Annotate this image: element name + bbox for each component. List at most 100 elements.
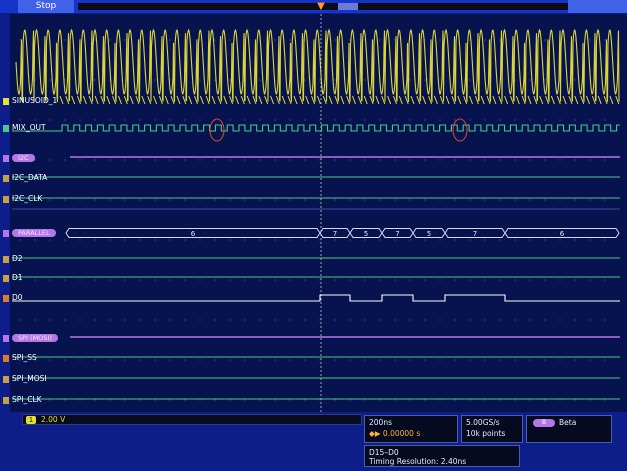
graticule-dot: [199, 239, 201, 241]
channel-label-mix-out[interactable]: MIX_OUT: [3, 123, 46, 133]
graticule-dot: [454, 159, 456, 161]
graticule-dot: [229, 39, 231, 41]
graticule-dot: [229, 119, 231, 121]
analog-waveform-lower-edges: [59, 95, 620, 105]
graticule-dot: [214, 39, 216, 41]
graticule-dot: [394, 319, 396, 321]
graticule-dot: [199, 279, 201, 281]
graticule-dot: [544, 319, 546, 321]
horizontal-readout[interactable]: 200ns ◆▶ 0.00000 s: [364, 415, 458, 443]
graticule-dot: [64, 79, 66, 81]
ch1-scale-value: 2.00 V: [41, 415, 66, 424]
channel-marker-icon: [3, 174, 9, 182]
graticule-dot: [244, 119, 246, 121]
graticule-dot: [199, 79, 201, 81]
graticule-dot: [469, 399, 471, 401]
graticule-dot: [169, 39, 171, 41]
graticule-dot: [304, 399, 306, 401]
graticule-dot: [139, 359, 141, 361]
graticule-dot: [274, 199, 276, 201]
graticule-dot: [499, 279, 501, 281]
bus-marker-icon: [3, 334, 9, 342]
channel-label-spi-clk[interactable]: SPI_CLK: [3, 395, 42, 405]
channel-name: D0: [12, 293, 23, 302]
graticule-dot: [484, 119, 486, 121]
graticule-dot: [319, 399, 321, 401]
graticule-dot: [514, 239, 516, 241]
graticule-dot: [514, 359, 516, 361]
trigger-position-marker[interactable]: ▼: [317, 1, 325, 12]
acquisition-readout[interactable]: 5.00GS/s 10k points: [461, 415, 523, 443]
record-view-window[interactable]: [338, 3, 358, 10]
graticule-dot: [364, 239, 366, 241]
channel-label-i2c-clk[interactable]: I2C_CLK: [3, 194, 42, 204]
graticule-dot: [79, 279, 81, 281]
channel-label-d2[interactable]: D2: [3, 254, 23, 264]
graticule-dot: [19, 279, 21, 281]
parallel-bus-value: 6: [191, 230, 196, 238]
graticule-dot: [169, 319, 171, 321]
graticule-dot: [139, 199, 141, 201]
channel-label-spi-ss[interactable]: SPI_SS: [3, 353, 37, 363]
graticule-dot: [454, 119, 456, 121]
graticule-dot: [334, 119, 336, 121]
graticule-dot: [214, 79, 216, 81]
channel-label-d0[interactable]: D0: [3, 293, 23, 303]
graticule-dot: [334, 359, 336, 361]
graticule-dot: [289, 159, 291, 161]
record-view-bar[interactable]: [78, 3, 568, 10]
status-tab-right[interactable]: [568, 0, 627, 13]
graticule-dot: [154, 119, 156, 121]
graticule-dot: [424, 319, 426, 321]
graticule-dot: [439, 319, 441, 321]
graticule-dot: [394, 199, 396, 201]
graticule-dot: [514, 119, 516, 121]
graticule-dot: [154, 399, 156, 401]
graticule-dot: [364, 199, 366, 201]
graticule-dot: [349, 159, 351, 161]
bus-label-parallel[interactable]: PARALLEL: [3, 228, 56, 238]
graticule-dot: [529, 239, 531, 241]
trigger-readout[interactable]: D15–D0 Timing Resolution: 2.40ns: [364, 445, 520, 467]
graticule-dot: [424, 279, 426, 281]
bus-readout[interactable]: B Beta: [526, 415, 612, 443]
graticule-dot: [304, 319, 306, 321]
ch1-scale-readout[interactable]: 1 2.00 V: [22, 414, 362, 425]
graticule-dot: [529, 119, 531, 121]
graticule-dot: [214, 279, 216, 281]
graticule-dot: [394, 159, 396, 161]
graticule-dot: [109, 319, 111, 321]
graticule-dot: [364, 319, 366, 321]
graticule-dot: [499, 239, 501, 241]
graticule-dot: [259, 399, 261, 401]
channel-name: SPI_SS: [12, 353, 37, 362]
graticule-dot: [259, 119, 261, 121]
graticule-dot: [199, 359, 201, 361]
graticule-dot: [604, 359, 606, 361]
graticule-dot: [94, 319, 96, 321]
channel-label-i2c-data[interactable]: I2C_DATA: [3, 173, 47, 183]
graticule-dot: [319, 39, 321, 41]
graticule-dot: [289, 239, 291, 241]
graticule-dot: [124, 319, 126, 321]
graticule-dot: [199, 319, 201, 321]
graticule-dot: [574, 239, 576, 241]
channel-label-analog-1[interactable]: SINUSOID_1: [3, 96, 57, 106]
graticule-dot: [259, 79, 261, 81]
graticule-dot: [469, 159, 471, 161]
run-state-indicator[interactable]: Stop: [18, 0, 74, 13]
graticule-dot: [454, 399, 456, 401]
channel-label-spi-mosi[interactable]: SPI_MOSI: [3, 374, 47, 384]
graticule-dot: [49, 79, 51, 81]
graticule-dot: [109, 199, 111, 201]
status-bar: Stop ▼: [0, 0, 627, 13]
graticule-dot: [109, 399, 111, 401]
bus-label-i2c[interactable]: I2C: [3, 153, 35, 163]
graticule-dot: [199, 39, 201, 41]
graticule-dot: [469, 319, 471, 321]
channel-label-d1[interactable]: D1: [3, 273, 23, 283]
graticule-dot: [394, 279, 396, 281]
parallel-bus-value: 5: [364, 230, 368, 238]
bus-label-spi[interactable]: SPI (MOSI): [3, 333, 58, 343]
graticule-dot: [34, 399, 36, 401]
